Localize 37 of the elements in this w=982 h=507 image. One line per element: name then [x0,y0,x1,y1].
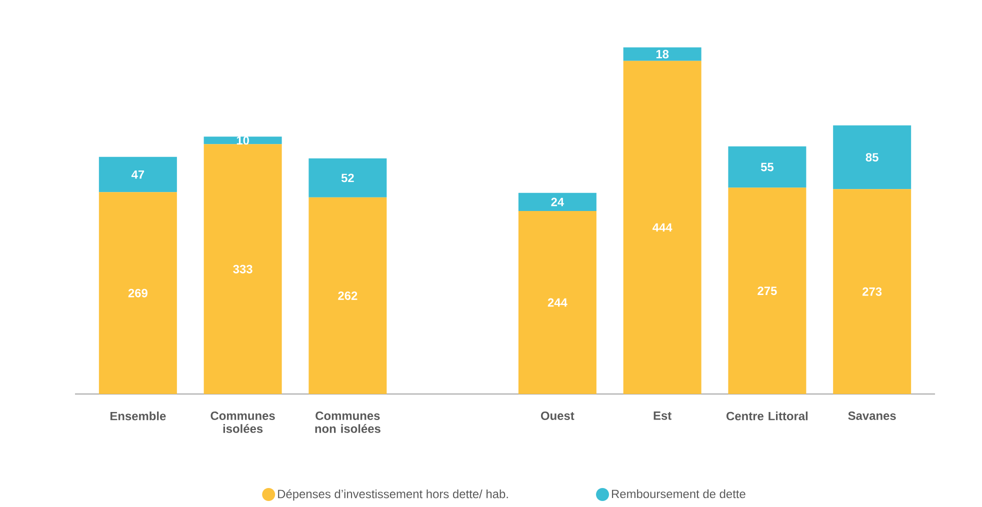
bar [728,146,806,188]
x-tick-label: Ouest [540,412,574,420]
x-tick-label: Communes isolées [210,412,275,433]
x-tick-label: Communes non isolées [315,412,380,433]
bar [204,136,282,144]
legend-label: Dépenses d’investissement hors dette/ hab. [278,489,508,501]
bar [623,60,702,394]
data-label: 85 [866,153,878,162]
bar [728,188,806,394]
data-label: 244 [548,298,568,307]
x-tick-label: Ensemble [110,412,166,420]
x-tick-label: Savanes [848,412,896,420]
x-tick-label: Est [654,412,672,420]
bar [308,197,387,394]
bar [833,189,912,394]
data-label: 52 [341,174,354,182]
bar [98,192,177,394]
data-label: 24 [551,198,564,206]
data-label: 333 [233,264,252,274]
bar [518,210,596,394]
data-label: 444 [652,223,672,232]
bar [98,156,177,192]
data-label: 18 [656,50,669,58]
bar [623,47,702,61]
data-label: 10 [236,136,249,145]
legend-label: Remboursement de dette [612,489,746,498]
x-tick-label: Centre Littoral [726,412,808,420]
data-label: 269 [128,288,148,298]
data-label: 262 [338,291,358,300]
data-label: 275 [758,286,777,296]
bar [833,125,912,190]
bar [308,158,387,198]
data-label: 55 [760,162,774,172]
data-label: 47 [131,170,144,179]
bar [518,192,596,211]
data-label: 273 [862,287,882,296]
bar [204,144,282,394]
